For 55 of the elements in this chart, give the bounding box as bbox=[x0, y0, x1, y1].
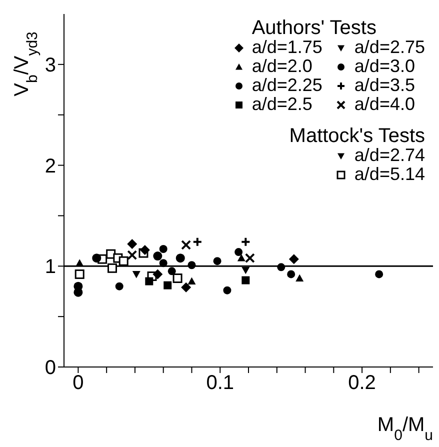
y-tick-label: 0 bbox=[44, 357, 56, 380]
y-tick-label: 3 bbox=[44, 54, 56, 77]
point bbox=[244, 253, 255, 264]
legend-label: a/d=3.0 bbox=[354, 56, 415, 76]
point bbox=[140, 245, 150, 256]
y-tick-label: 2 bbox=[44, 155, 56, 178]
point bbox=[213, 257, 222, 266]
legend-label: a/d=2.74 bbox=[354, 145, 425, 165]
point bbox=[164, 281, 172, 290]
legend-label: a/d=2.25 bbox=[252, 75, 322, 95]
point bbox=[127, 250, 138, 260]
legend-label: a/d=3.5 bbox=[354, 75, 415, 95]
point bbox=[152, 269, 163, 280]
point bbox=[153, 252, 162, 261]
point bbox=[242, 276, 250, 284]
point bbox=[74, 269, 84, 279]
point bbox=[118, 256, 128, 266]
point bbox=[288, 254, 299, 264]
y-tick-label: 1 bbox=[44, 256, 56, 278]
point bbox=[242, 266, 250, 274]
point bbox=[237, 254, 246, 262]
point bbox=[375, 270, 384, 278]
point bbox=[159, 244, 168, 253]
legend-label: a/d=2.0 bbox=[252, 56, 312, 76]
x-tick-label: 0.1 bbox=[206, 372, 234, 394]
point bbox=[132, 271, 140, 278]
point bbox=[234, 248, 243, 256]
point bbox=[145, 277, 154, 286]
point bbox=[277, 263, 286, 272]
legend-label: a/d=1.75 bbox=[252, 37, 322, 57]
point bbox=[296, 274, 304, 282]
point bbox=[76, 259, 84, 266]
point bbox=[168, 267, 176, 276]
legend-label: a/d=2.5 bbox=[252, 94, 312, 114]
point bbox=[92, 254, 102, 263]
point bbox=[287, 270, 296, 278]
annotation: Mattock's Tests bbox=[289, 125, 425, 147]
point bbox=[188, 261, 196, 270]
legend-title: Authors' Tests bbox=[252, 17, 378, 39]
legend-label: a/d=5.14 bbox=[354, 164, 425, 184]
point bbox=[108, 263, 118, 273]
point bbox=[127, 238, 138, 249]
point bbox=[240, 236, 251, 247]
x-tick-label: 0.2 bbox=[348, 372, 376, 394]
legend-label: a/d=2.75 bbox=[354, 37, 425, 57]
point bbox=[181, 282, 192, 292]
point bbox=[159, 259, 168, 268]
point bbox=[176, 254, 185, 263]
point bbox=[115, 282, 124, 290]
legend-label: a/d=4.0 bbox=[354, 94, 415, 114]
point bbox=[188, 277, 196, 284]
point bbox=[172, 273, 182, 283]
point bbox=[223, 286, 232, 294]
x-axis-title: M$_{0}$/M$_{u}$ bbox=[377, 414, 433, 444]
x-tick-label: 0 bbox=[72, 372, 84, 394]
